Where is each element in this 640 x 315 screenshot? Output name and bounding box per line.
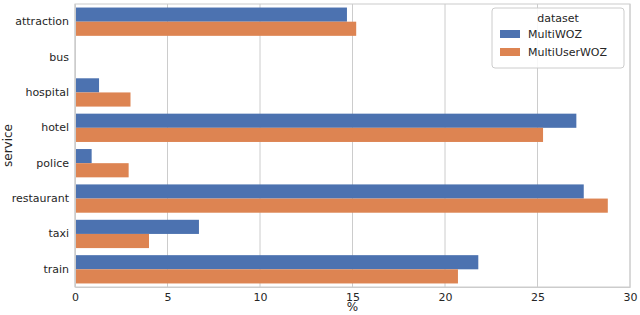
y-axis-title: service <box>1 124 15 167</box>
bar <box>75 220 199 234</box>
bar <box>75 234 149 248</box>
grid-line <box>352 4 353 287</box>
tick: police <box>36 157 75 170</box>
bar <box>75 199 608 213</box>
tick: attraction <box>15 15 75 28</box>
tick-label: 30 <box>624 291 638 304</box>
legend-swatch <box>500 30 520 38</box>
legend-label: MultiWOZ <box>528 28 582 41</box>
bar <box>75 184 584 198</box>
tick-label: hotel <box>41 121 69 134</box>
tick: 10 <box>254 287 268 304</box>
legend-item: MultiUserWOZ <box>500 46 607 59</box>
x-axis-title: % <box>347 300 358 314</box>
legend-title: dataset <box>537 12 579 25</box>
tick: 30 <box>624 287 638 304</box>
bar <box>75 92 131 106</box>
tick: hospital <box>25 86 75 99</box>
tick-label: hospital <box>25 86 69 99</box>
tick-label: 5 <box>165 291 172 304</box>
legend-label: MultiUserWOZ <box>528 46 607 59</box>
legend-box <box>492 8 624 68</box>
legend: dataset MultiWOZ MultiUserWOZ <box>492 8 624 68</box>
bar <box>75 269 458 283</box>
tick-label: train <box>43 263 69 276</box>
chart: 051015202530attractionbushospitalhotelpo… <box>0 0 640 315</box>
tick-label: police <box>36 157 69 170</box>
tick-label: attraction <box>15 15 69 28</box>
grid-line <box>445 4 446 287</box>
tick-label: 20 <box>439 291 453 304</box>
axis-line <box>76 287 631 288</box>
tick-label: taxi <box>48 227 69 240</box>
legend-item: MultiWOZ <box>500 28 582 41</box>
tick-label: 10 <box>254 291 268 304</box>
tick-label: 0 <box>72 291 79 304</box>
tick: bus <box>49 51 75 64</box>
bar <box>75 128 543 142</box>
bar <box>75 255 478 269</box>
tick-label: restaurant <box>12 192 70 205</box>
tick: restaurant <box>12 192 75 205</box>
bars <box>75 8 608 284</box>
bar <box>75 114 576 128</box>
plot-frame <box>75 4 630 287</box>
tick: hotel <box>41 121 75 134</box>
legend-swatch <box>500 48 520 56</box>
y-axis: attraction bus hospital hotel police restaura… <box>12 5 76 288</box>
axis-line <box>75 5 76 288</box>
bar <box>75 149 92 163</box>
tick: taxi <box>48 227 75 240</box>
tick: 20 <box>439 287 453 304</box>
tick: 25 <box>531 287 545 304</box>
bar <box>75 78 99 92</box>
bar <box>75 22 356 36</box>
plot: 051015202530attractionbushospitalhotelpo… <box>12 4 638 304</box>
bar <box>75 8 347 22</box>
tick: 0 <box>72 287 79 304</box>
tick: train <box>43 263 75 276</box>
tick-label: bus <box>49 51 69 64</box>
grid <box>75 4 630 287</box>
tick-label: 25 <box>531 291 545 304</box>
tick: 5 <box>165 287 172 304</box>
grid-line <box>167 4 168 287</box>
bar <box>75 163 129 177</box>
grid-line <box>260 4 261 287</box>
